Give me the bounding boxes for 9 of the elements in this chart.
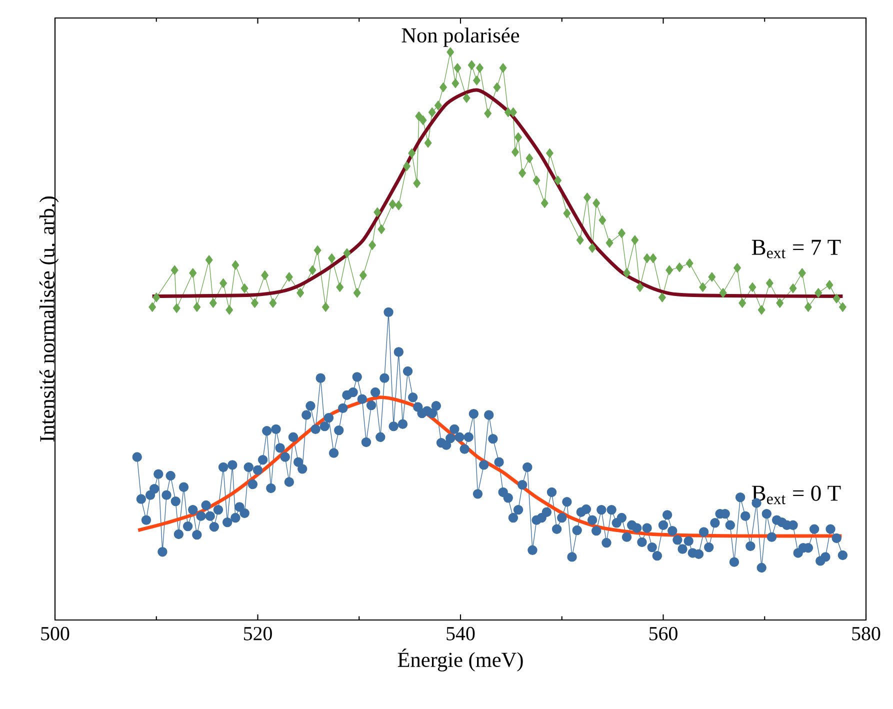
x-tick-label: 520 [244,626,272,640]
y-axis-title: Intensité normalisée (u. arb.) [39,196,59,442]
x-tick-label: 560 [649,626,678,640]
chart-title: Non polarisée [402,28,520,47]
x-tick-label: 500 [41,626,70,640]
series-label: B$_{ext}$ = 7 T [752,240,841,258]
x-axis-title: Énergie (meV) [398,648,523,672]
x-tick-label: 540 [446,626,475,640]
x-tick-label: 580 [852,626,880,640]
